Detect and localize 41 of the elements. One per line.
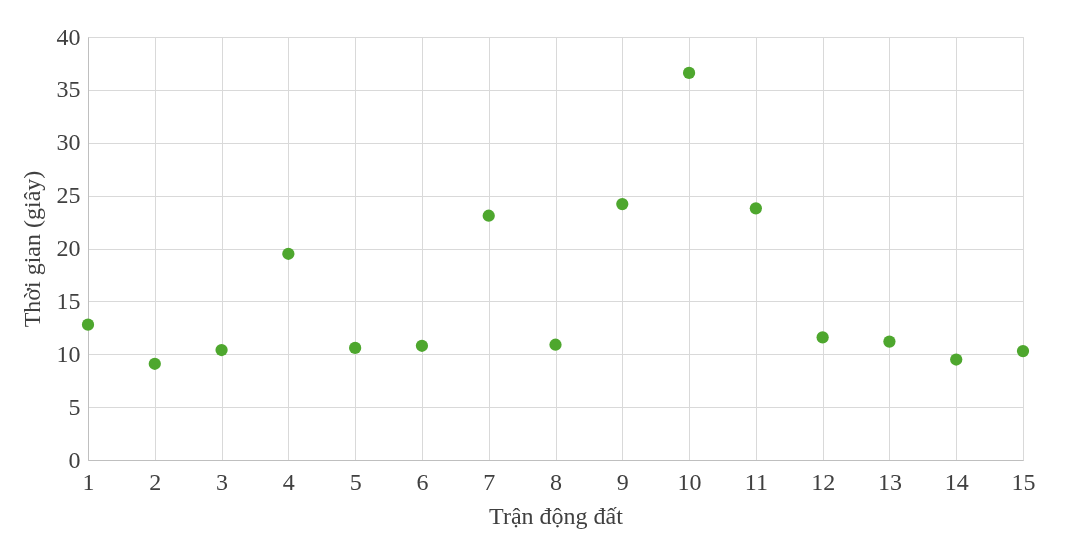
point bbox=[950, 353, 963, 366]
y-tick-label: 10 bbox=[56, 340, 81, 367]
point bbox=[682, 66, 696, 80]
y-tick-label: 40 bbox=[56, 23, 81, 50]
point bbox=[816, 331, 829, 344]
point bbox=[81, 318, 95, 331]
x-tick-label: 11 bbox=[744, 468, 768, 495]
x-tick-label: 13 bbox=[877, 468, 902, 495]
x-tick-label: 2 bbox=[149, 468, 162, 495]
x-tick-label: 10 bbox=[677, 468, 702, 495]
y-tick-label: 5 bbox=[68, 393, 81, 420]
y-tick-label: 20 bbox=[56, 235, 81, 261]
y-tick-label: 0 bbox=[68, 446, 81, 473]
point bbox=[883, 335, 896, 348]
x-tick-label: 12 bbox=[811, 468, 836, 495]
x-axis-title: Trận động đất bbox=[489, 502, 624, 529]
x-tick-label: 5 bbox=[349, 468, 362, 495]
point bbox=[148, 357, 161, 370]
y-axis-title: Thời gian (giây) bbox=[18, 170, 45, 328]
point bbox=[549, 338, 562, 351]
x-tick-label: 3 bbox=[216, 468, 229, 495]
point bbox=[482, 209, 495, 222]
point bbox=[1016, 344, 1030, 358]
x-tick-label: 1 bbox=[82, 468, 95, 495]
point bbox=[415, 339, 429, 352]
x-tick-label: 7 bbox=[483, 468, 496, 495]
x-tick-label: 9 bbox=[616, 468, 629, 495]
x-tick-label: 6 bbox=[416, 468, 429, 495]
x-tick-label: 8 bbox=[550, 468, 562, 495]
x-tick-label: 14 bbox=[944, 468, 969, 495]
y-tick-label: 25 bbox=[56, 182, 81, 209]
point bbox=[749, 202, 762, 215]
point bbox=[349, 341, 362, 355]
point bbox=[282, 247, 295, 260]
x-tick-label: 4 bbox=[282, 468, 295, 495]
point bbox=[215, 343, 228, 357]
y-tick-label: 15 bbox=[56, 287, 81, 314]
point bbox=[616, 197, 629, 211]
y-tick-label: 35 bbox=[56, 76, 81, 103]
y-tick-label: 30 bbox=[56, 129, 81, 156]
x-tick-label: 15 bbox=[1011, 468, 1036, 495]
